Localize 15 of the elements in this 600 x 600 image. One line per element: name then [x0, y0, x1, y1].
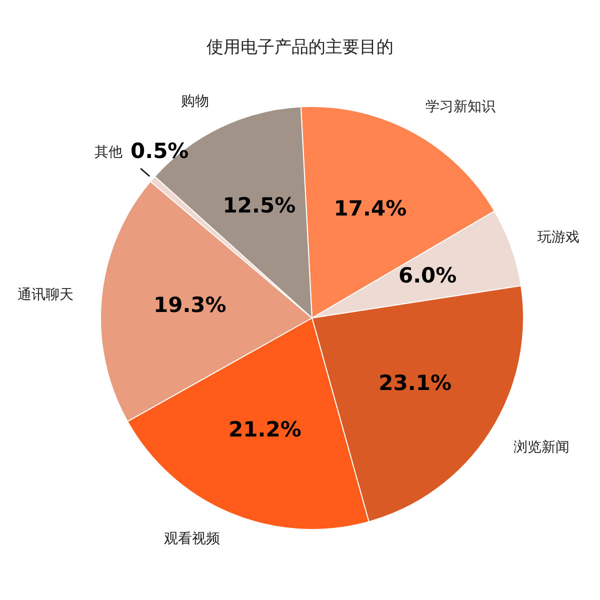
slice-label: 学习新知识 — [426, 98, 496, 115]
data-label: 6.0% — [398, 263, 457, 288]
chart-title: 使用电子产品的主要目的 — [206, 37, 394, 58]
data-label: 17.4% — [334, 196, 407, 220]
data-label: 19.3% — [153, 292, 226, 317]
data-label: 23.1% — [378, 370, 452, 395]
slice-label: 观看视频 — [164, 530, 220, 547]
data-label: 12.5% — [222, 194, 296, 218]
slice-label: 购物 — [180, 93, 209, 110]
slice-label: 其他 — [94, 144, 122, 160]
slice-label: 玩游戏 — [538, 229, 580, 246]
data-label: 0.5% — [130, 139, 189, 164]
slice-label: 通讯聊天 — [18, 286, 74, 303]
data-label: 21.2% — [228, 418, 302, 442]
slice-label: 浏览新闻 — [513, 439, 570, 456]
